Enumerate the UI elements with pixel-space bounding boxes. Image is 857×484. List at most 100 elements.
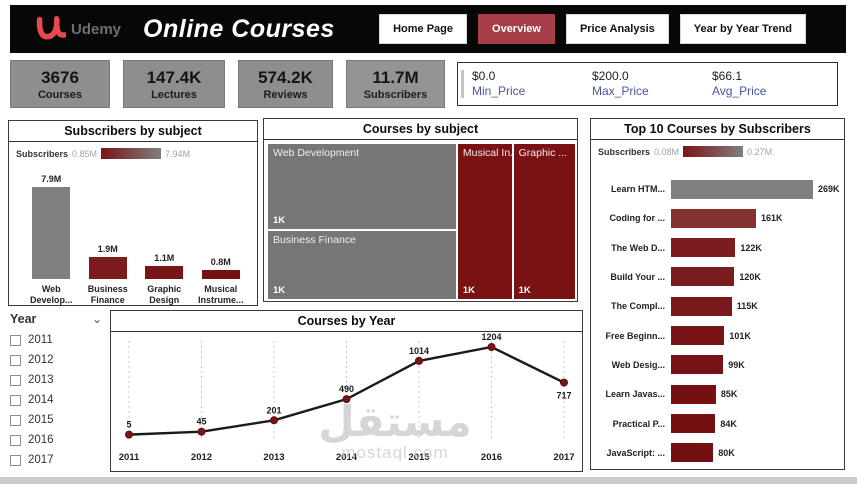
year-checkbox[interactable] bbox=[10, 414, 21, 426]
bar-graphic-design[interactable] bbox=[145, 266, 184, 279]
hbar-row-learn-javas: Learn Javas... 85K bbox=[597, 384, 842, 404]
legend-max: 0.27M bbox=[747, 146, 773, 157]
year-option-2014[interactable]: 2014 bbox=[10, 394, 106, 406]
category-line: Business bbox=[87, 284, 128, 294]
panel-courses-by-year: Courses by Year 5 45 201 490 1014 1204 717 2011… bbox=[110, 310, 583, 472]
hbar-row-web-desig: Web Desig... 99K bbox=[597, 355, 842, 375]
year-option-2013[interactable]: 2013 bbox=[10, 374, 106, 386]
bar-business-finance[interactable] bbox=[88, 256, 127, 279]
year-checkbox[interactable] bbox=[10, 454, 21, 466]
treemap-tile-musical-in[interactable]: Musical In... 1K bbox=[457, 144, 512, 299]
nav-button-price-analysis[interactable]: Price Analysis bbox=[565, 14, 669, 44]
price-value: $0.0 bbox=[472, 69, 496, 83]
treemap: Web Development 1K Business Finance 1K Music… bbox=[268, 144, 575, 299]
treemap-tile-web-development[interactable]: Web Development 1K bbox=[268, 144, 456, 230]
data-point-label: 45 bbox=[196, 417, 206, 427]
year-option-2017[interactable]: 2017 bbox=[10, 454, 106, 466]
price-items: $0.0 Min_Price $200.0 Max_Price $66.1 Avg_Pri… bbox=[458, 63, 837, 98]
row-label: Practical P... bbox=[612, 418, 665, 429]
hbar-row-practical-p: Practical P... 84K bbox=[597, 414, 842, 434]
hbar[interactable] bbox=[671, 414, 716, 434]
row-label: Web Desig... bbox=[611, 359, 665, 370]
hbar[interactable] bbox=[671, 355, 724, 375]
category-line: Finance bbox=[90, 294, 125, 305]
hbar[interactable] bbox=[671, 326, 725, 346]
hbar-chart: Learn HTM... 269K Coding for ... 161K The We… bbox=[597, 179, 842, 463]
udemy-logo: Udemy bbox=[32, 14, 121, 44]
kpi-value: 574.2K bbox=[258, 67, 313, 87]
data-point-2013[interactable] bbox=[270, 416, 278, 425]
year-option-label: 2015 bbox=[28, 414, 54, 426]
nav-button-home-page[interactable]: Home Page bbox=[379, 14, 468, 44]
bar-value-label: 1.1M bbox=[154, 253, 175, 264]
year-checkbox[interactable] bbox=[10, 354, 21, 366]
year-option-2011[interactable]: 2011 bbox=[10, 334, 106, 346]
row-label: Coding for ... bbox=[609, 213, 666, 224]
chevron-down-icon[interactable]: ⌄ bbox=[91, 312, 102, 326]
price-value: $66.1 bbox=[712, 69, 743, 83]
tile-label: Business Finance bbox=[273, 234, 356, 247]
year-option-label: 2013 bbox=[28, 374, 54, 386]
row-label: The Web D... bbox=[611, 242, 665, 253]
hbar[interactable] bbox=[671, 267, 735, 287]
treemap-tile-business-finance[interactable]: Business Finance 1K bbox=[268, 231, 456, 299]
hbar[interactable] bbox=[671, 238, 736, 258]
hbar-value: 161K bbox=[760, 213, 783, 224]
year-option-2016[interactable]: 2016 bbox=[10, 434, 106, 446]
x-axis-label-2014: 2014 bbox=[336, 452, 358, 463]
year-option-label: 2016 bbox=[28, 434, 54, 446]
bar-value-label: 7.9M bbox=[41, 174, 62, 184]
category-line: Musical bbox=[204, 284, 238, 294]
hbar-row-learn-htm: Learn HTM... 269K bbox=[597, 179, 842, 199]
year-checkbox[interactable] bbox=[10, 434, 21, 446]
data-point-2015[interactable] bbox=[415, 356, 423, 365]
hbar[interactable] bbox=[671, 296, 732, 316]
bar-web-develop[interactable] bbox=[32, 187, 71, 279]
nav-button-overview[interactable]: Overview bbox=[478, 14, 555, 44]
treemap-tile-graphic[interactable]: Graphic ... 1K bbox=[513, 144, 575, 299]
bar-category-label: Graphic Design bbox=[136, 284, 193, 305]
year-checkbox[interactable] bbox=[10, 394, 21, 406]
kpi-label: Reviews bbox=[263, 88, 308, 101]
bottom-strip bbox=[0, 477, 857, 484]
price-panel: $0.0 Min_Price $200.0 Max_Price $66.1 Avg_Pri… bbox=[457, 62, 838, 106]
column-chart-categories: Web Develop... Business Finance Graphic Desig… bbox=[23, 284, 249, 305]
year-option-2012[interactable]: 2012 bbox=[10, 354, 106, 366]
category-line: Design bbox=[149, 294, 180, 305]
hbar[interactable] bbox=[671, 384, 716, 404]
hbar-value: 80K bbox=[718, 447, 735, 458]
data-point-2017[interactable] bbox=[560, 378, 568, 387]
subscribers-legend: Subscribers 0.85M 7.94M bbox=[16, 148, 190, 159]
data-point-2011[interactable] bbox=[125, 430, 133, 439]
bar-category-label: Web Develop... bbox=[23, 284, 80, 305]
legend-gradient-bar bbox=[683, 146, 744, 157]
hbar-row-coding-for: Coding for ... 161K bbox=[597, 208, 842, 228]
data-point-label: 490 bbox=[339, 384, 354, 394]
data-point-2016[interactable] bbox=[487, 343, 496, 351]
year-slicer-header[interactable]: Year ⌄ bbox=[10, 312, 102, 326]
category-line: Instrume... bbox=[197, 294, 244, 305]
hbar[interactable] bbox=[671, 443, 714, 463]
hbar-row-the-compl: The Compl... 115K bbox=[597, 296, 842, 316]
legend-max: 7.94M bbox=[165, 148, 191, 159]
bar-musical-instrume[interactable] bbox=[201, 269, 240, 279]
panel-subscribers-by-subject: Subscribers by subject Subscribers 0.85M… bbox=[8, 120, 258, 306]
hbar[interactable] bbox=[671, 179, 813, 199]
price-panel-scrollbar[interactable] bbox=[461, 70, 464, 98]
year-checkbox[interactable] bbox=[10, 334, 21, 346]
hbar[interactable] bbox=[671, 208, 756, 228]
kpi-cards: 3676 Courses 147.4K Lectures 574.2K Reviews 11… bbox=[10, 60, 445, 108]
data-point-2014[interactable] bbox=[342, 395, 351, 404]
data-point-2012[interactable] bbox=[197, 427, 206, 436]
hbar-value: 120K bbox=[739, 271, 761, 282]
year-checkbox[interactable] bbox=[10, 374, 21, 386]
tile-label: Web Development bbox=[273, 147, 360, 159]
row-label: Learn Javas... bbox=[605, 389, 665, 400]
tile-value: 1K bbox=[518, 285, 531, 296]
nav-button-year-by-year-trend[interactable]: Year by Year Trend bbox=[679, 14, 806, 44]
year-option-2015[interactable]: 2015 bbox=[10, 414, 106, 426]
tile-value: 1K bbox=[462, 285, 476, 296]
category-line: Develop... bbox=[29, 294, 73, 305]
treemap-left-column: Web Development 1K Business Finance 1K bbox=[268, 144, 456, 299]
